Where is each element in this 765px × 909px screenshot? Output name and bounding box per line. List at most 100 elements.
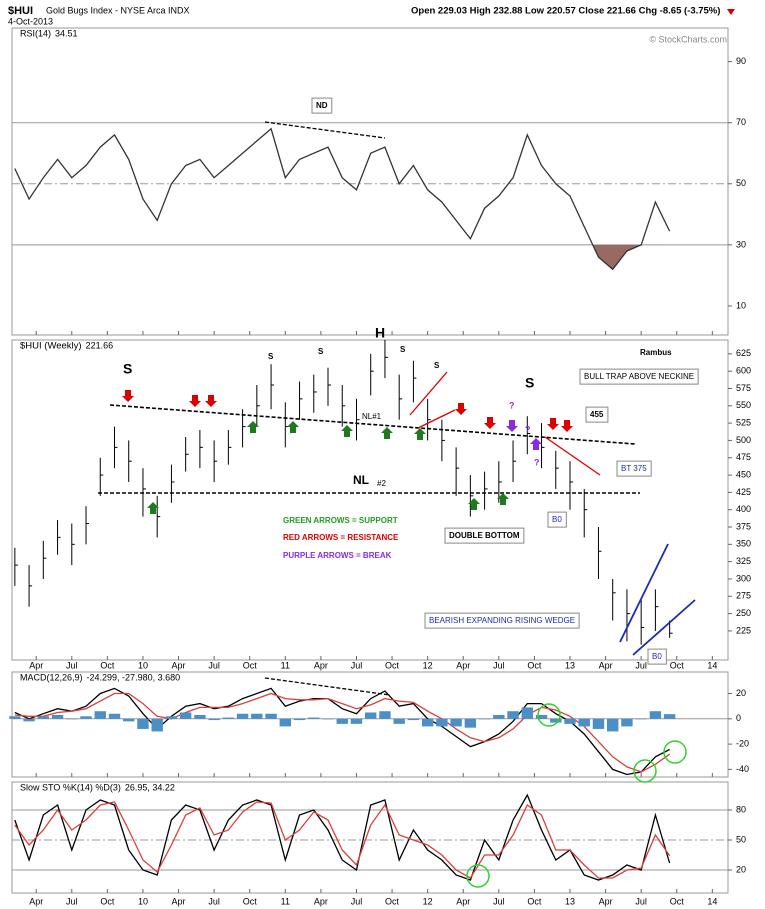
arrow	[497, 493, 509, 505]
annotation: NL	[353, 473, 369, 487]
annotation: H	[375, 325, 385, 341]
series-line	[14, 687, 670, 776]
trend-line	[632, 599, 696, 656]
symbol: $HUI	[8, 5, 33, 17]
arrow	[484, 417, 496, 429]
histogram-bar	[9, 716, 21, 719]
annotation: ?	[509, 400, 515, 410]
x-tick-label: Apr	[314, 896, 328, 906]
y-tick-label: 10	[736, 300, 746, 310]
y-tick-label: 425	[736, 487, 751, 497]
histogram-bar	[379, 711, 391, 719]
histogram-bar	[336, 718, 348, 724]
highlight-circle	[466, 864, 490, 888]
histogram-bar	[464, 718, 477, 728]
annotation: S	[525, 375, 534, 391]
x-tick-label: Jul	[208, 896, 220, 906]
y-tick-label: 50	[736, 178, 746, 188]
trend-line	[109, 404, 636, 445]
y-tick-label: 600	[736, 366, 751, 376]
x-tick-label: Jul	[351, 896, 363, 906]
arrow	[468, 498, 480, 510]
annotation: BEARISH EXPANDING RISING WEDGE	[429, 616, 575, 625]
x-tick-label: Oct	[385, 896, 400, 906]
credit: © StockCharts.com	[649, 34, 727, 44]
highlight-circle	[633, 759, 657, 783]
date: 4-Oct-2013	[8, 16, 53, 26]
legend-values: 26.95, 34.22	[125, 782, 175, 792]
x-tick-label: Jul	[493, 896, 505, 906]
histogram-bar	[151, 718, 163, 732]
y-tick-label: 500	[736, 435, 751, 445]
arrow	[341, 425, 353, 437]
x-tick-label: Apr	[314, 660, 328, 670]
arrow	[247, 421, 259, 433]
annotation: S	[318, 347, 324, 356]
y-tick-label: 325	[736, 556, 751, 566]
y-tick-label: 30	[736, 239, 746, 249]
annotation: B0	[552, 515, 562, 524]
histogram-bar	[236, 713, 249, 719]
histogram-bar	[108, 713, 121, 719]
histogram-bar	[365, 712, 377, 719]
annotation-box	[547, 511, 567, 528]
oversold-fill	[14, 244, 670, 270]
histogram-bar	[493, 715, 505, 719]
x-tick-label: 13	[565, 896, 575, 906]
y-tick-label: 375	[736, 521, 751, 531]
panel-frame	[11, 27, 729, 336]
arrow	[414, 428, 426, 440]
trend-line	[619, 543, 669, 643]
panel-frame	[11, 781, 729, 894]
trend-line	[417, 409, 456, 429]
annotation: S	[400, 345, 406, 354]
annotation: BULL TRAP ABOVE NECKINE	[584, 372, 694, 381]
histogram-bar	[279, 718, 291, 727]
x-tick-label: Apr	[29, 896, 43, 906]
annotation: RED ARROWS = RESISTANCE	[283, 533, 399, 542]
histogram-bar	[251, 713, 263, 719]
histogram-bar	[621, 718, 633, 727]
annotation-box	[311, 97, 333, 114]
x-tick-label: Apr	[456, 660, 470, 670]
panel-frame	[11, 671, 729, 778]
histogram-bar	[663, 714, 676, 719]
annotation: S	[123, 361, 132, 377]
y-tick-label: 70	[736, 117, 746, 127]
y-tick-label: 20	[736, 864, 746, 874]
x-tick-label: Oct	[527, 660, 542, 670]
histogram-bar	[578, 718, 590, 727]
y-tick-label: 575	[736, 383, 751, 393]
series-line	[14, 692, 670, 773]
histogram-bar	[450, 718, 462, 727]
histogram-bar	[322, 718, 334, 720]
x-tick-label: Jul	[493, 660, 505, 670]
x-tick-label: Apr	[599, 896, 613, 906]
x-tick-label: Apr	[172, 896, 186, 906]
annotation: Rambus	[640, 348, 672, 357]
histogram-bar	[308, 717, 320, 719]
y-tick-label: 225	[736, 625, 751, 635]
arrow	[506, 420, 518, 432]
annotation-box	[424, 612, 580, 629]
highlight-circle	[537, 703, 561, 727]
y-tick-label: 450	[736, 469, 751, 479]
annotation: 455	[590, 410, 604, 419]
histogram-bar	[592, 718, 605, 729]
x-tick-label: 12	[423, 660, 433, 670]
panel-title: $HUI (Weekly)	[20, 341, 82, 352]
histogram-bar	[607, 718, 619, 732]
legend-values: -24.299, -27.980, 3.680	[87, 672, 181, 682]
x-tick-label: 14	[707, 660, 717, 670]
x-tick-label: Jul	[635, 660, 647, 670]
x-tick-label: Jul	[66, 660, 78, 670]
histogram-bar	[507, 711, 519, 719]
arrow	[147, 502, 159, 514]
x-tick-label: 14	[707, 896, 717, 906]
annotation: PURPLE ARROWS = BREAK	[283, 551, 392, 560]
arrow	[547, 418, 559, 430]
histogram-bar	[194, 715, 206, 719]
y-tick-label: 0	[736, 713, 741, 723]
annotation: DOUBLE BOTTOM	[449, 531, 520, 540]
